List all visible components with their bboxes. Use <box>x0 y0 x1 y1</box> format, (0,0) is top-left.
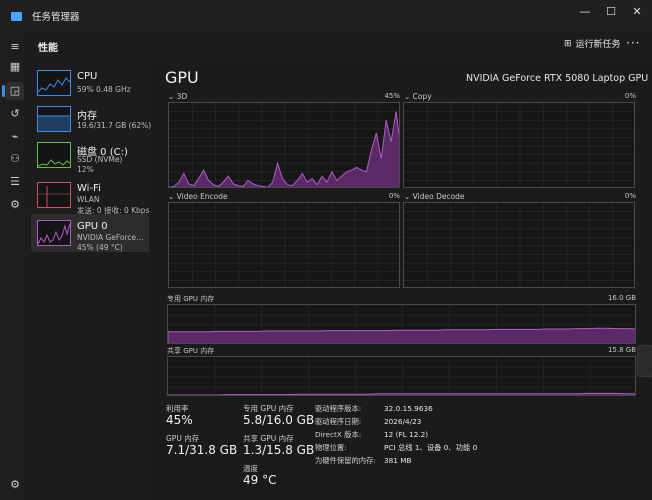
title-bar <box>0 0 652 32</box>
active-indicator <box>2 85 5 97</box>
series-area-shared <box>168 392 635 395</box>
chart-grid <box>404 103 634 187</box>
driver-date-value: 2026/4/23 <box>384 417 422 426</box>
directx-version-value: 12 (FL 12.2) <box>384 430 429 439</box>
reserved-memory-key: 为硬件保留的内存: <box>315 456 376 465</box>
physical-location-key: 物理位置: <box>315 443 347 452</box>
chart-3d <box>168 102 400 188</box>
resource-detail: 59% 0.48 GHz <box>77 85 131 94</box>
shared-mem-stat-label: 共享 GPU 内存 <box>243 434 294 443</box>
gpu-thumbnail <box>37 220 71 246</box>
maximize-button[interactable]: ☐ <box>606 5 616 18</box>
driver-date-key: 驱动程序日期: <box>315 417 362 426</box>
shared-mem-stat-value: 1.3/15.8 GB <box>243 443 315 457</box>
resource-item-memory[interactable]: 内存 19.6/31.7 GB (62%) <box>31 100 152 138</box>
resource-detail: 12% <box>77 165 94 174</box>
resource-name: 内存 <box>77 111 97 122</box>
chart-video-decode <box>403 202 635 288</box>
dedicated-mem-stat-value: 5.8/16.0 GB <box>243 413 315 427</box>
engine-selector-video-decode[interactable]: ⌄ Video Decode <box>404 192 465 201</box>
chart-shared-memory <box>167 356 636 396</box>
gpu-model-name: NVIDIA GeForce RTX 5080 Laptop GPU <box>466 73 649 84</box>
gpu-heading: GPU <box>165 68 199 87</box>
chart-grid <box>169 103 399 187</box>
engine-selector-video-encode[interactable]: ⌄ Video Encode <box>168 192 228 201</box>
resource-detail: NVIDIA GeForce... <box>77 233 144 242</box>
processes-icon[interactable]: ▦ <box>9 60 21 73</box>
resource-name: 磁盘 0 (C:) <box>77 147 128 158</box>
engine-selector-3d[interactable]: ⌄ 3D <box>168 92 188 101</box>
series-area-dedicated <box>168 327 635 343</box>
resource-name: Wi-Fi <box>77 183 101 194</box>
minimize-button[interactable]: — <box>579 5 591 18</box>
chart-grid <box>168 357 635 395</box>
driver-version-value: 32.0.15.9636 <box>384 404 433 413</box>
resource-detail: 45% (49 °C) <box>77 243 123 252</box>
dedicated-memory-label: 专用 GPU 内存 <box>167 295 215 303</box>
directx-version-key: DirectX 版本: <box>315 430 362 439</box>
shared-memory-label: 共享 GPU 内存 <box>167 347 215 355</box>
temperature-value: 49 °C <box>243 473 277 487</box>
resource-item-cpu[interactable]: CPU 59% 0.48 GHz <box>31 64 149 102</box>
run-task-icon: ⊞ <box>564 38 572 49</box>
utilization-value: 45% <box>166 413 193 427</box>
settings-icon[interactable]: ⚙ <box>10 478 20 491</box>
task-manager-icon <box>11 12 22 21</box>
chart-grid <box>404 203 634 287</box>
details-icon[interactable]: ☰ <box>10 175 20 188</box>
engine-pct: 0% <box>624 192 636 200</box>
shared-memory-max: 15.8 GB <box>607 346 636 354</box>
chart-grid <box>169 203 399 287</box>
engine-selector-copy[interactable]: ⌄ Copy <box>404 92 432 101</box>
nav-rail: ≡ ▦ ◲ ↺ ⌁ ⚇ ☰ ⚙ ⚙ <box>0 32 30 500</box>
temperature-label: 温度 <box>243 464 258 473</box>
more-options-button[interactable]: ··· <box>626 36 641 50</box>
users-icon[interactable]: ⚇ <box>10 152 20 165</box>
memory-thumbnail <box>37 106 71 132</box>
dedicated-memory-max: 16.0 GB <box>607 294 636 302</box>
resource-detail: 19.6/31.7 GB (62%) <box>77 121 152 130</box>
cpu-thumbnail <box>37 70 71 96</box>
physical-location-value: PCI 总线 1、设备 0、功能 0 <box>384 443 478 452</box>
engine-pct: 0% <box>624 92 636 100</box>
close-button[interactable]: ✕ <box>632 5 642 18</box>
history-icon[interactable]: ↺ <box>10 107 20 120</box>
run-new-task-button[interactable]: ⊞ 运行新任务 <box>564 37 621 51</box>
dedicated-mem-stat-label: 专用 GPU 内存 <box>243 404 294 413</box>
chart-video-encode <box>168 202 400 288</box>
utilization-label: 利用率 <box>166 404 189 413</box>
resource-name: GPU 0 <box>77 221 108 232</box>
scrollbar-thumb[interactable] <box>637 345 652 377</box>
resource-name: CPU <box>77 71 98 82</box>
page-title: 性能 <box>38 43 58 54</box>
run-task-label: 运行新任务 <box>575 40 621 50</box>
performance-icon[interactable]: ◲ <box>6 82 24 100</box>
chart-copy <box>403 102 635 188</box>
services-icon[interactable]: ⚙ <box>10 198 20 211</box>
resource-detail: WLAN <box>77 195 100 204</box>
resource-item-gpu[interactable]: GPU 0 NVIDIA GeForce... 45% (49 °C) <box>31 214 149 252</box>
window-title: 任务管理器 <box>32 12 80 23</box>
gpu-mem-stat-label: GPU 内存 <box>166 434 200 443</box>
resource-list: CPU 59% 0.48 GHz 内存 19.6/31.7 GB (62%) 磁… <box>31 60 151 500</box>
chart-dedicated-memory <box>167 304 636 344</box>
startup-icon[interactable]: ⌁ <box>11 130 19 143</box>
engine-pct: 45% <box>384 92 400 100</box>
resource-detail: SSD (NVMe) <box>77 155 123 164</box>
resource-item-wifi[interactable]: Wi-Fi WLAN 发送: 0 接收: 0 Kbps <box>31 176 150 215</box>
disk-thumbnail <box>37 142 71 168</box>
resource-detail: 发送: 0 接收: 0 Kbps <box>77 206 150 215</box>
hamburger-icon[interactable]: ≡ <box>10 40 20 53</box>
driver-version-key: 驱动程序版本: <box>315 404 362 413</box>
resource-item-disk[interactable]: 磁盘 0 (C:) SSD (NVMe) 12% <box>31 136 149 174</box>
series-area-3d <box>169 111 399 187</box>
gpu-mem-stat-value: 7.1/31.8 GB <box>166 443 238 457</box>
wifi-thumbnail <box>37 182 71 208</box>
engine-pct: 0% <box>388 192 400 200</box>
reserved-memory-value: 381 MB <box>384 456 412 465</box>
